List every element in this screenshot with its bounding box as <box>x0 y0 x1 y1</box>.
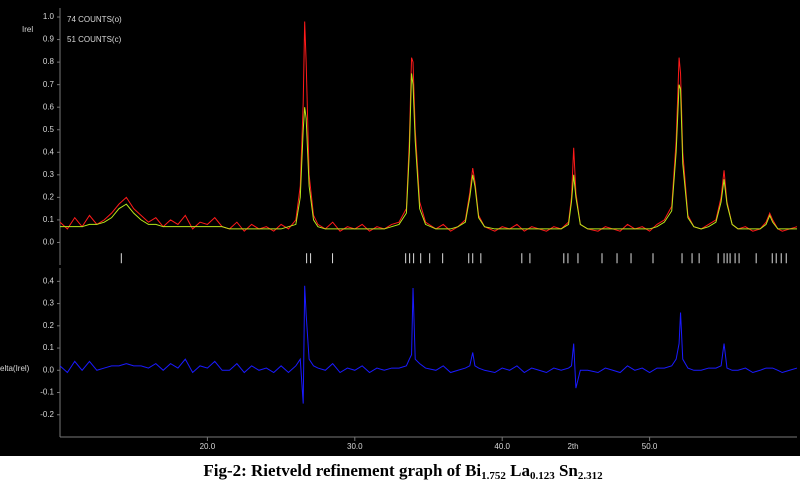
x-tick-label: 40.0 <box>494 442 510 451</box>
y-tick-label: 1.0 <box>43 12 55 21</box>
formula-subscript: 1.752 <box>481 470 506 482</box>
y-tick-label: 0.1 <box>43 215 55 224</box>
formula-subscript: 0.123 <box>530 470 555 482</box>
y-tick-label: 0.2 <box>43 321 55 330</box>
x-tick-label: 20.0 <box>200 442 216 451</box>
formula-subscript: 2.312 <box>578 470 603 482</box>
data-line <box>59 21 798 232</box>
y-axis-label: elta(Irel) <box>0 364 30 373</box>
y-axis-label: Irel <box>22 25 33 34</box>
y-tick-label: 0.3 <box>43 170 55 179</box>
y-tick-label: 0.3 <box>43 299 55 308</box>
legend-entry: 74 COUNTS(o) <box>67 15 122 24</box>
y-tick-label: 0.7 <box>43 80 55 89</box>
caption-text: Fig-2: Rietveld refinement graph of <box>203 461 465 480</box>
y-tick-label: 0.4 <box>43 147 55 156</box>
plot-background <box>0 0 800 456</box>
y-tick-label: 0.8 <box>43 57 55 66</box>
y-tick-label: 0.2 <box>43 192 55 201</box>
y-tick-label: 0.6 <box>43 102 55 111</box>
caption: Fig-2: Rietveld refinement graph of Bi1.… <box>203 461 603 482</box>
y-tick-label: 0.5 <box>43 125 55 134</box>
y-tick-label: 0.0 <box>43 238 55 247</box>
formula-element: La <box>506 461 531 480</box>
legend-entry: 51 COUNTS(c) <box>67 35 122 44</box>
x-tick-label: 50.0 <box>642 442 658 451</box>
formula-element: Sn <box>555 461 579 480</box>
y-tick-label: 0.1 <box>43 343 55 352</box>
data-line <box>60 73 797 230</box>
data-line <box>59 285 798 404</box>
y-tick-label: -0.1 <box>40 388 54 397</box>
y-tick-label: 0.0 <box>43 365 55 374</box>
x-tick-label: 30.0 <box>347 442 363 451</box>
y-tick-label: -0.2 <box>40 410 54 419</box>
y-tick-label: 0.4 <box>43 276 55 285</box>
x-axis-label: 2th <box>567 442 578 451</box>
formula-element: Bi <box>465 461 481 480</box>
y-tick-label: 0.9 <box>43 35 55 44</box>
